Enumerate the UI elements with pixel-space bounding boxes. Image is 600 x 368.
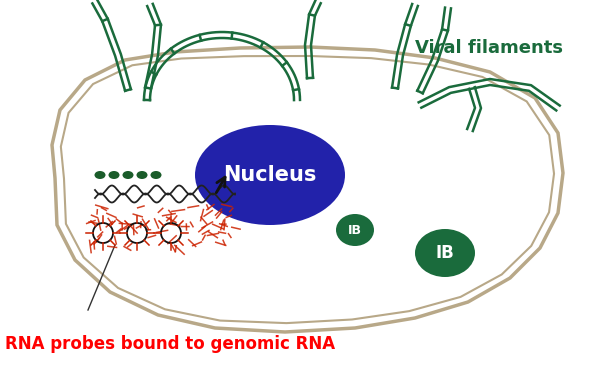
- Text: RNA probes bound to genomic RNA: RNA probes bound to genomic RNA: [5, 335, 335, 353]
- Ellipse shape: [195, 125, 345, 225]
- Ellipse shape: [415, 229, 475, 277]
- Ellipse shape: [137, 171, 148, 179]
- Text: Viral filaments: Viral filaments: [415, 39, 563, 57]
- Text: IB: IB: [436, 244, 454, 262]
- Ellipse shape: [336, 214, 374, 246]
- Ellipse shape: [109, 171, 119, 179]
- Text: IB: IB: [348, 223, 362, 237]
- Ellipse shape: [151, 171, 161, 179]
- Text: Nucleus: Nucleus: [223, 165, 317, 185]
- Ellipse shape: [95, 171, 106, 179]
- Ellipse shape: [122, 171, 133, 179]
